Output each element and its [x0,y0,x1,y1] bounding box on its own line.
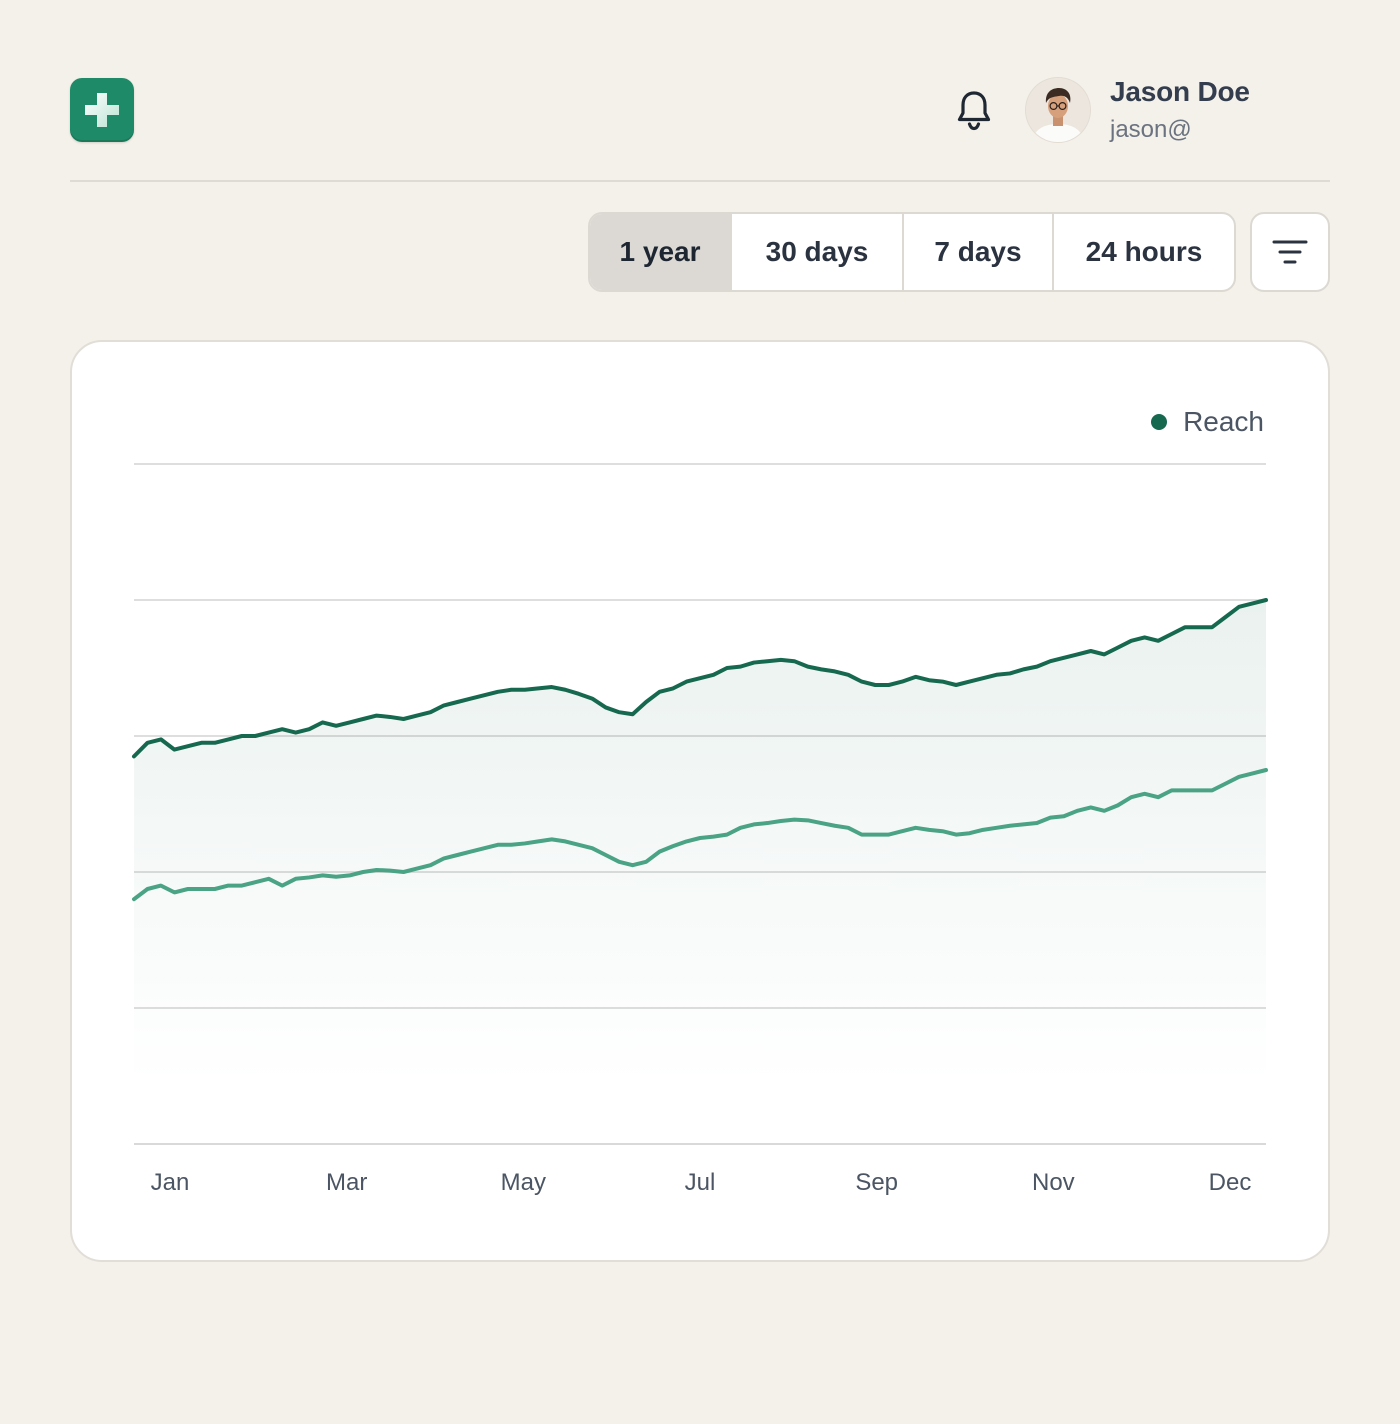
reach-chart: Jan Mar May Jul Sep Nov Dec [132,463,1268,1196]
range-option-7-days[interactable]: 7 days [904,214,1054,290]
series-line-2 [132,768,1268,902]
legend-label-reach: Reach [1183,406,1264,437]
x-tick-label: Jul [685,1169,716,1196]
user-name: Jason Doe [1110,76,1250,107]
reach-area [134,600,1266,1084]
range-option-24-hours[interactable]: 24 hours [1085,236,1203,267]
notifications-button[interactable] [954,88,994,132]
user-avatar-icon [1026,78,1090,142]
x-tick-label: Dec [1209,1169,1252,1196]
range-option-30-days[interactable]: 30 days [732,214,904,290]
app-logo[interactable] [70,78,134,142]
x-tick-label: Nov [1032,1169,1075,1196]
filter-button[interactable] [1250,212,1330,292]
plus-icon [85,93,119,127]
range-option-1-year[interactable]: 1 year [590,214,732,290]
avatar[interactable] [1026,78,1090,142]
x-tick-label: May [501,1169,546,1196]
x-tick-label: Jan [151,1169,190,1196]
x-tick-label: Mar [326,1169,367,1196]
chart-card: Reach Jan Mar May Jul Sep Nov Dec [70,340,1330,1262]
bell-icon [957,91,991,131]
filter-icon [1272,240,1308,264]
user-email: jason@ [1110,116,1192,143]
chart-legend: Reach [1151,406,1264,438]
x-tick-label: Sep [855,1169,898,1196]
time-range-selector: 1 year 30 days 7 days 24 hours [588,212,1236,292]
legend-dot [1151,414,1168,430]
series-line-1 [132,598,1268,759]
header-divider [70,180,1330,182]
